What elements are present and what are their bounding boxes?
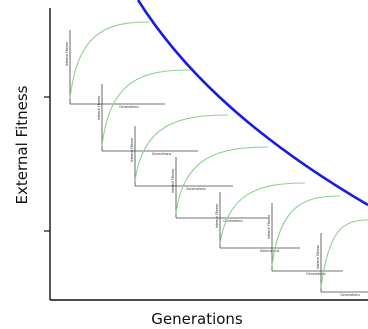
learning-curve bbox=[134, 114, 229, 182]
inset-y-label: Internal Fitness bbox=[97, 95, 101, 120]
inset-plot: Internal Fitness Generations bbox=[130, 114, 233, 191]
learning-curve bbox=[69, 21, 151, 99]
inset-x-label: Generations bbox=[260, 249, 280, 253]
inset-y-label: Internal Fitness bbox=[130, 137, 134, 162]
learning-curve bbox=[101, 69, 191, 146]
inset-plot: Internal Fitness Generations bbox=[267, 195, 343, 276]
inset-plot: Internal Fitness Generations bbox=[97, 69, 198, 156]
inset-y-label: Internal Fitness bbox=[65, 41, 69, 66]
inset-y-label: Internal Fitness bbox=[316, 244, 320, 269]
learning-curve bbox=[219, 182, 306, 244]
inset-x-label: Generations bbox=[186, 187, 206, 191]
inset-x-label: Generations bbox=[119, 105, 139, 109]
external-fitness-frontier-curve bbox=[136, 0, 368, 207]
inset-plot: Internal Fitness Generations bbox=[65, 21, 165, 109]
inset-x-label: Generations bbox=[340, 293, 360, 297]
inset-plot: Internal Fitness Generations bbox=[171, 146, 269, 223]
inset-plot: Internal Fitness Generations bbox=[215, 182, 306, 253]
learning-curve bbox=[320, 219, 368, 288]
inset-x-label: Generations bbox=[223, 219, 243, 223]
inset-x-label: Generations bbox=[152, 152, 172, 156]
inset-y-label: Internal Fitness bbox=[267, 214, 271, 239]
inset-x-label: Generations bbox=[306, 272, 326, 276]
inset-y-label: Internal Fitness bbox=[171, 168, 175, 193]
x-axis-label: Generations bbox=[151, 310, 243, 328]
inset-y-label: Internal Fitness bbox=[215, 203, 219, 228]
learning-curve bbox=[175, 146, 269, 214]
learning-curve bbox=[271, 195, 341, 266]
inset-plot: Internal Fitness Generations bbox=[316, 219, 368, 297]
y-axis-label: External Fitness bbox=[13, 85, 31, 204]
